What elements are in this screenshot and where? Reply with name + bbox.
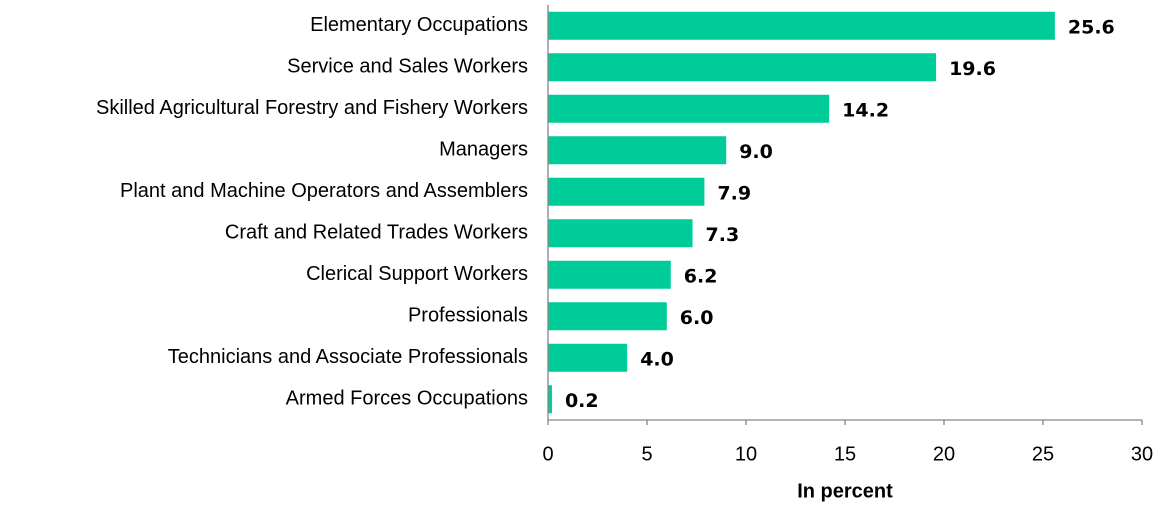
bar xyxy=(548,136,727,165)
y-tick-label: Elementary Occupations xyxy=(310,14,528,36)
y-tick-label: Skilled Agricultural Forestry and Fisher… xyxy=(96,97,528,119)
value-label: 14.2 xyxy=(842,99,889,121)
bar xyxy=(548,219,693,248)
value-label: 19.6 xyxy=(949,58,996,80)
x-axis-title: In percent xyxy=(797,480,893,502)
bar xyxy=(548,302,667,331)
bar xyxy=(548,260,671,289)
x-tick-label: 30 xyxy=(1131,443,1153,465)
x-tick-label: 25 xyxy=(1032,443,1054,465)
value-label: 4.0 xyxy=(640,348,674,370)
x-tick-label: 0 xyxy=(542,443,553,465)
value-label: 25.6 xyxy=(1068,16,1115,38)
bar xyxy=(548,177,705,206)
x-tick-label: 10 xyxy=(735,443,757,465)
y-tick-label: Plant and Machine Operators and Assemble… xyxy=(120,180,528,202)
value-label: 7.3 xyxy=(706,224,740,246)
y-tick-label: Managers xyxy=(439,139,528,161)
bar xyxy=(548,53,937,82)
x-tick-label: 15 xyxy=(834,443,856,465)
value-label: 0.2 xyxy=(565,390,599,412)
y-tick-label: Service and Sales Workers xyxy=(287,56,528,78)
bar xyxy=(548,11,1055,40)
bar xyxy=(548,343,628,372)
y-tick-label: Professionals xyxy=(408,305,528,327)
x-tick-label: 5 xyxy=(641,443,652,465)
value-label: 6.2 xyxy=(684,265,718,287)
bar xyxy=(548,94,830,123)
value-label: 6.0 xyxy=(680,307,714,329)
y-tick-label: Technicians and Associate Professionals xyxy=(168,346,528,368)
y-tick-label: Craft and Related Trades Workers xyxy=(225,222,528,244)
value-label: 9.0 xyxy=(739,141,773,163)
x-tick-label: 20 xyxy=(933,443,955,465)
value-label: 7.9 xyxy=(717,182,751,204)
y-tick-label: Armed Forces Occupations xyxy=(286,388,528,410)
y-tick-label: Clerical Support Workers xyxy=(306,263,528,285)
bar xyxy=(548,385,552,414)
